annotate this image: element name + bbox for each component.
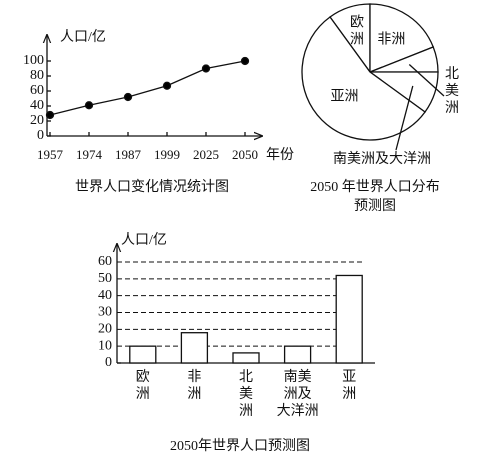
x-tick-label: 1957: [37, 147, 64, 162]
x-tick-label: 南美洲及大洋洲: [277, 369, 319, 419]
bar: [180, 332, 209, 364]
x-tick-label: 北美洲: [239, 369, 253, 419]
data-point: [240, 56, 250, 66]
x-axis-label: 年份: [266, 147, 294, 163]
chart-title: 世界人口变化情况统计图: [75, 179, 229, 195]
y-tick-label: 0: [37, 128, 44, 143]
leader-line: [395, 85, 414, 151]
pie-label: 欧洲: [350, 15, 364, 48]
pie-slice: [301, 16, 426, 141]
bar: [232, 352, 260, 364]
pie-label: 南美洲及大洋洲: [333, 151, 431, 167]
y-tick-label: 40: [98, 288, 112, 303]
data-point: [45, 110, 55, 120]
bar: [129, 345, 157, 364]
y-tick-label: 80: [30, 68, 44, 83]
pie-label: 北美洲: [445, 66, 459, 116]
bar: [283, 345, 312, 364]
x-tick-label: 1999: [154, 147, 180, 162]
y-tick-label: 100: [23, 53, 44, 68]
x-tick-label: 亚洲: [342, 370, 356, 402]
y-tick-label: 20: [30, 113, 44, 128]
x-tick-label: 欧洲: [136, 369, 150, 402]
x-tick-label: 1987: [115, 147, 142, 162]
data-point: [84, 101, 94, 110]
y-tick-label: 20: [98, 322, 112, 337]
x-tick-label: 非洲: [187, 369, 201, 402]
y-axis-label: 人口/亿: [121, 232, 167, 248]
y-axis-label: 人口/亿: [60, 29, 106, 45]
leader-line: [408, 64, 445, 97]
y-tick-label: 10: [98, 338, 112, 353]
data-point: [162, 81, 172, 90]
y-tick-label: 60: [30, 83, 44, 98]
bar: [335, 274, 363, 364]
y-tick-label: 40: [30, 98, 44, 113]
x-tick-label: 1974: [76, 147, 103, 162]
pie-label: 亚洲: [331, 90, 359, 105]
y-tick-label: 50: [98, 271, 112, 286]
data-point: [201, 64, 211, 73]
y-tick-label: 0: [105, 355, 112, 370]
y-tick-label: 30: [98, 305, 112, 320]
x-tick-label: 2025: [193, 147, 219, 162]
y-tick-label: 60: [98, 254, 112, 269]
data-line: [49, 60, 246, 116]
chart-title: 2050 年世界人口分布: [310, 179, 440, 195]
pie-slice: [369, 3, 435, 73]
chart-title: 预测图: [354, 198, 396, 214]
data-point: [123, 92, 133, 102]
pie-label: 非洲: [377, 32, 405, 48]
chart-title: 2050年世界人口预测图: [170, 438, 310, 454]
x-tick-label: 2050: [232, 147, 258, 162]
